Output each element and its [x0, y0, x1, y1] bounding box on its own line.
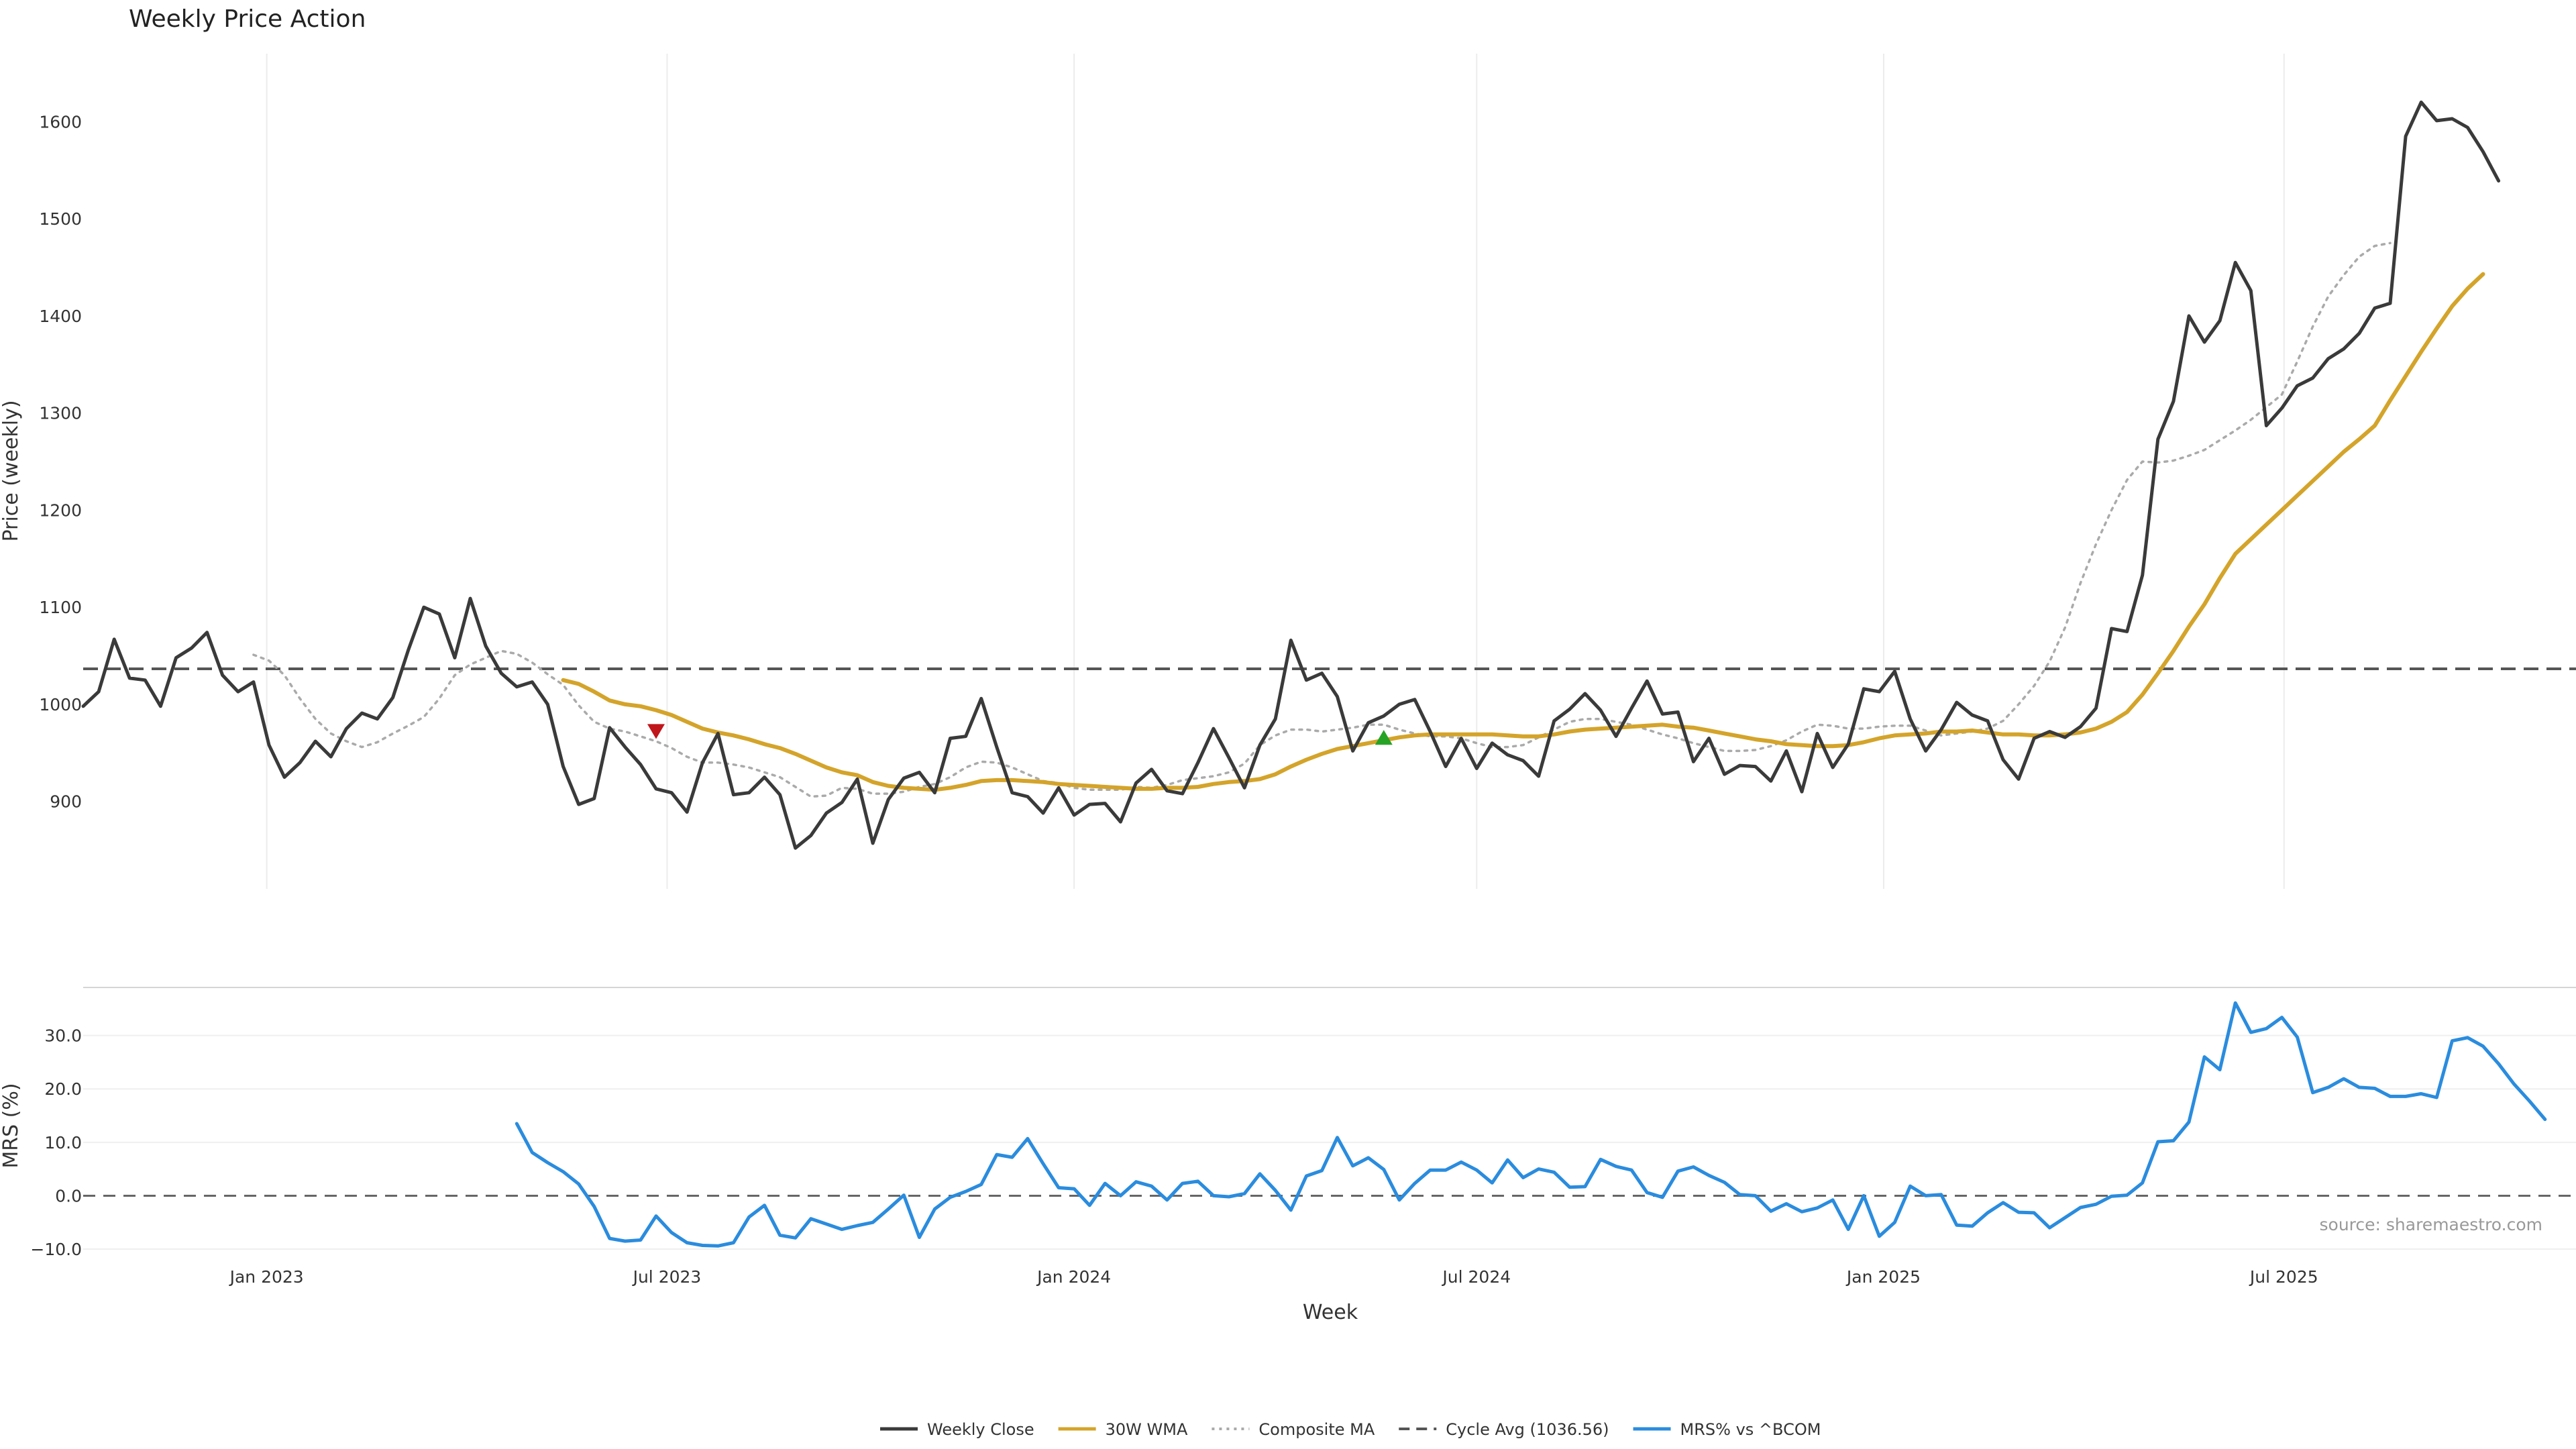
mrs-y-tick-label: 30.0 — [44, 1026, 82, 1046]
source-annotation: source: sharemaestro.com — [2320, 1215, 2543, 1234]
price-y-tick-label: 1500 — [39, 209, 82, 229]
price-y-tick-label: 1400 — [39, 307, 82, 326]
x-tick-label: Jul 2024 — [1441, 1267, 1511, 1287]
x-tick-label: Jul 2023 — [632, 1267, 702, 1287]
price-series — [81, 100, 2576, 850]
mrs-y-tick-label: −10.0 — [30, 1240, 82, 1259]
composite-ma-line — [252, 241, 2392, 798]
x-tick-label: Jan 2024 — [1036, 1267, 1111, 1287]
legend-label: Composite MA — [1258, 1420, 1375, 1439]
price-y-tick-label: 1200 — [39, 500, 82, 520]
legend-label: Cycle Avg (1036.56) — [1446, 1420, 1609, 1439]
legend-entry-30w-wma: 30W WMA — [1058, 1420, 1188, 1439]
mrs-series — [83, 1001, 2576, 1248]
price-panel-grid — [266, 54, 2285, 889]
price-y-axis-ticks: 900 1000 1100 1200 1300 1400 1500 1600 — [39, 112, 82, 811]
legend-entry-weekly-close: Weekly Close — [880, 1420, 1034, 1439]
legend-entry-composite-ma: Composite MA — [1212, 1420, 1375, 1439]
mrs-y-tick-label: 0.0 — [55, 1186, 82, 1205]
legend-label: MRS% vs ^BCOM — [1680, 1420, 1821, 1439]
buy-signal-marker — [1375, 730, 1393, 745]
30w-wma-line — [561, 272, 2485, 792]
x-tick-label: Jan 2023 — [229, 1267, 304, 1287]
weekly-close-line — [81, 100, 2501, 850]
mrs-y-tick-label: 20.0 — [44, 1079, 82, 1099]
price-y-axis-label: Price (weekly) — [0, 400, 23, 541]
chart-title: Weekly Price Action — [129, 5, 366, 33]
chart-legend: Weekly Close 30W WMA Composite MA Cycle Avg… — [880, 1420, 1821, 1439]
legend-label: Weekly Close — [927, 1420, 1034, 1439]
x-axis-label: Week — [1303, 1301, 1358, 1324]
price-y-tick-label: 900 — [50, 792, 82, 812]
x-axis-ticks: Jan 2023 Jul 2023 Jan 2024 Jul 2024 Jan 2025… — [229, 1267, 2318, 1287]
sell-signal-marker — [647, 724, 665, 739]
x-tick-label: Jul 2025 — [2249, 1267, 2318, 1287]
price-y-tick-label: 1600 — [39, 112, 82, 131]
mrs-vs-bcom-line — [515, 1001, 2547, 1248]
legend-label: 30W WMA — [1106, 1420, 1188, 1439]
mrs-y-axis-ticks: −10.0 0.0 10.0 20.0 30.0 — [30, 1026, 82, 1259]
price-y-tick-label: 1300 — [39, 404, 82, 423]
signal-markers — [647, 724, 1393, 745]
mrs-y-axis-label: MRS (%) — [0, 1083, 23, 1168]
price-y-tick-label: 1100 — [39, 598, 82, 617]
legend-entry-mrs-vs-bcom: MRS% vs ^BCOM — [1633, 1420, 1821, 1439]
mrs-y-tick-label: 10.0 — [44, 1133, 82, 1152]
x-tick-label: Jan 2025 — [1845, 1267, 1921, 1287]
legend-entry-cycle-avg-1036-56: Cycle Avg (1036.56) — [1399, 1420, 1609, 1439]
price-y-tick-label: 1000 — [39, 695, 82, 714]
